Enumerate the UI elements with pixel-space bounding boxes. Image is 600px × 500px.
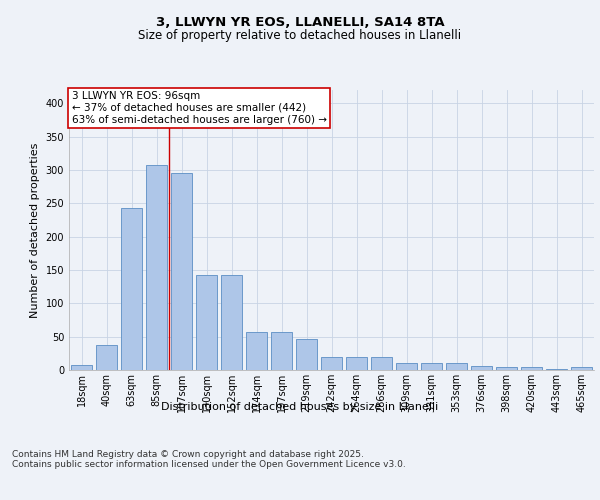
Text: Contains HM Land Registry data © Crown copyright and database right 2025.
Contai: Contains HM Land Registry data © Crown c… — [12, 450, 406, 469]
Text: 3, LLWYN YR EOS, LLANELLI, SA14 8TA: 3, LLWYN YR EOS, LLANELLI, SA14 8TA — [155, 16, 445, 29]
Y-axis label: Number of detached properties: Number of detached properties — [30, 142, 40, 318]
Bar — [571, 368, 592, 370]
Bar — [371, 356, 392, 370]
Bar — [196, 274, 217, 370]
Bar — [146, 164, 167, 370]
Bar — [471, 366, 492, 370]
Bar — [296, 338, 317, 370]
Bar — [446, 364, 467, 370]
Bar — [521, 368, 542, 370]
Bar — [346, 356, 367, 370]
Bar — [421, 364, 442, 370]
Bar — [96, 344, 117, 370]
Bar — [271, 332, 292, 370]
Text: 3 LLWYN YR EOS: 96sqm
← 37% of detached houses are smaller (442)
63% of semi-det: 3 LLWYN YR EOS: 96sqm ← 37% of detached … — [71, 92, 326, 124]
Bar — [171, 174, 192, 370]
Bar — [71, 364, 92, 370]
Bar — [546, 368, 567, 370]
Text: Size of property relative to detached houses in Llanelli: Size of property relative to detached ho… — [139, 28, 461, 42]
Bar — [496, 368, 517, 370]
Bar — [396, 364, 417, 370]
Bar — [121, 208, 142, 370]
Text: Distribution of detached houses by size in Llanelli: Distribution of detached houses by size … — [161, 402, 439, 412]
Bar — [221, 274, 242, 370]
Bar — [321, 356, 342, 370]
Bar — [246, 332, 267, 370]
